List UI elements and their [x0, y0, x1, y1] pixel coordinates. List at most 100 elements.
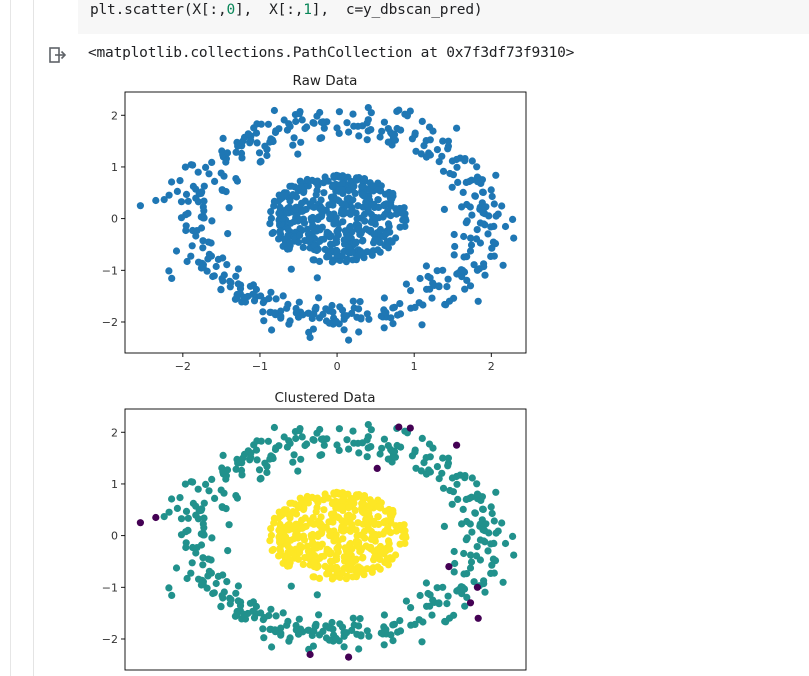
- ring-cluster-point: [160, 513, 168, 521]
- raw-point: [396, 223, 404, 231]
- raw-point: [312, 191, 320, 199]
- clustered-data-points: [136, 421, 518, 661]
- raw-point: [332, 317, 340, 325]
- clustered-ytick-label: 1: [111, 478, 118, 491]
- raw-point: [267, 208, 275, 216]
- raw-point: [275, 209, 283, 217]
- raw-point: [450, 230, 458, 239]
- ring-cluster-point: [463, 593, 471, 602]
- raw-point: [343, 195, 351, 203]
- ring-cluster-point: [259, 616, 267, 624]
- raw-point: [365, 226, 373, 234]
- raw-point: [381, 200, 389, 209]
- raw-point: [290, 134, 298, 142]
- raw-point: [338, 200, 346, 208]
- code-cell[interactable]: plt.scatter(X[:,0], X[:,1], c=y_dbscan_p…: [78, 0, 809, 34]
- raw-point: [300, 219, 309, 227]
- clustered-data-axes-frame: [124, 408, 527, 671]
- raw-point: [473, 163, 481, 171]
- raw-point: [349, 110, 357, 118]
- raw-point: [343, 119, 351, 127]
- ring-cluster-point: [225, 521, 233, 529]
- ring-cluster-point: [292, 626, 300, 634]
- ring-cluster-point: [189, 478, 197, 486]
- raw-point: [317, 118, 326, 126]
- raw-point: [348, 206, 356, 214]
- raw-point: [318, 204, 326, 212]
- raw-point: [384, 138, 392, 146]
- ring-cluster-point: [468, 528, 476, 536]
- ring-cluster-point: [182, 543, 190, 552]
- ring-cluster-point: [275, 442, 283, 450]
- core-cluster-point: [325, 518, 333, 526]
- ring-cluster-point: [244, 447, 252, 455]
- outlier-point: [466, 599, 475, 607]
- raw-point: [333, 248, 341, 256]
- core-cluster-point: [320, 552, 328, 560]
- raw-point: [300, 187, 308, 195]
- core-cluster-point: [352, 493, 361, 501]
- raw-point: [474, 297, 482, 305]
- raw-point: [363, 310, 371, 318]
- raw-point: [363, 136, 371, 144]
- raw-point: [406, 107, 414, 115]
- ring-cluster-point: [440, 522, 448, 531]
- ring-cluster-point: [378, 444, 386, 452]
- raw-point: [328, 183, 336, 191]
- raw-point: [315, 294, 323, 302]
- ring-cluster-point: [220, 489, 228, 497]
- raw-point: [348, 309, 356, 317]
- core-cluster-point: [343, 572, 351, 580]
- ring-cluster-point: [380, 435, 388, 443]
- ring-cluster-point: [349, 427, 357, 435]
- raw-point: [280, 235, 288, 243]
- raw-point: [453, 124, 461, 132]
- raw-point: [351, 189, 359, 197]
- raw-point: [480, 220, 488, 228]
- ring-cluster-point: [234, 459, 242, 467]
- core-cluster-point: [365, 543, 373, 552]
- raw-point: [295, 298, 303, 306]
- raw-point: [363, 248, 371, 256]
- ring-cluster-point: [355, 645, 363, 653]
- ring-cluster-point: [284, 617, 292, 626]
- raw-point: [467, 234, 475, 242]
- ring-cluster-point: [269, 454, 277, 463]
- ring-cluster-point: [264, 437, 272, 445]
- raw-point: [271, 309, 279, 317]
- ring-cluster-point: [411, 446, 419, 454]
- raw-point: [466, 203, 474, 211]
- raw-point: [459, 266, 467, 275]
- raw-point: [428, 294, 436, 302]
- core-cluster-point: [305, 552, 314, 560]
- code-line[interactable]: plt.scatter(X[:,0], X[:,1], c=y_dbscan_p…: [90, 2, 483, 18]
- raw-point: [264, 120, 272, 128]
- core-cluster-point: [392, 551, 400, 559]
- ring-cluster-point: [363, 453, 371, 461]
- ring-cluster-point: [459, 505, 467, 513]
- ring-cluster-point: [222, 475, 230, 483]
- raw-point: [387, 212, 395, 220]
- raw-point: [349, 196, 357, 204]
- ring-cluster-point: [488, 561, 496, 569]
- raw-point: [223, 149, 232, 157]
- raw-point: [327, 246, 335, 254]
- raw-point: [199, 237, 207, 245]
- core-cluster-point: [313, 563, 321, 572]
- raw-point: [411, 303, 419, 311]
- ring-cluster-point: [203, 584, 211, 592]
- raw-xtick-label: 0: [334, 360, 341, 373]
- raw-point: [292, 117, 300, 126]
- raw-point: [453, 163, 461, 171]
- raw-point: [168, 274, 176, 282]
- ring-cluster-point: [198, 580, 206, 588]
- raw-point: [396, 310, 405, 318]
- ring-cluster-point: [211, 494, 219, 502]
- raw-point: [426, 274, 434, 282]
- output-arrow-icon[interactable]: [47, 44, 69, 66]
- outlier-point: [406, 424, 414, 432]
- raw-point: [257, 292, 265, 300]
- ring-cluster-point: [177, 531, 186, 539]
- raw-point: [309, 256, 317, 264]
- ring-cluster-point: [393, 441, 401, 450]
